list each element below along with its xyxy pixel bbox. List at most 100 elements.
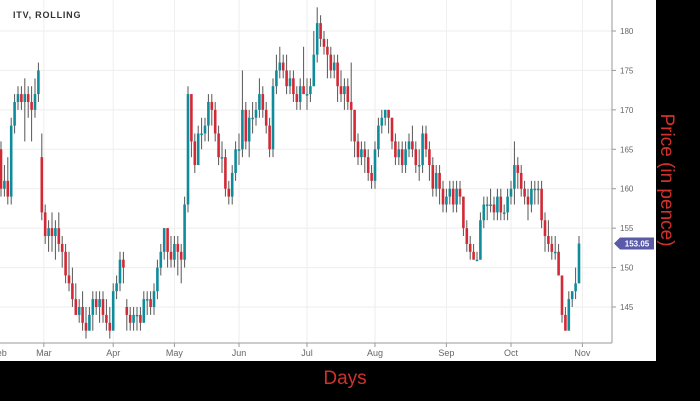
candle-body — [455, 188, 458, 205]
candle-body — [213, 109, 217, 134]
candle-body — [560, 275, 564, 315]
candle-body — [380, 117, 384, 126]
candle-body — [20, 94, 23, 102]
candle-body — [298, 86, 302, 102]
candle-body — [111, 291, 115, 331]
candle-body — [407, 141, 411, 150]
candle-body — [468, 243, 472, 252]
candle-body — [336, 62, 339, 87]
candle-body — [329, 54, 333, 71]
candle-body — [485, 204, 489, 206]
candle-body — [519, 172, 523, 189]
candle-body — [74, 299, 78, 315]
candle-body — [193, 141, 197, 166]
candle-body — [526, 196, 530, 205]
candle-body — [23, 94, 27, 102]
candle-body — [295, 94, 299, 102]
candle-body — [268, 125, 271, 150]
candle-body — [275, 70, 278, 87]
chart-area: 145 150 155 160 165 170 175 180 Feb Mar Apr May Jun J… — [0, 0, 656, 361]
candle-body — [43, 212, 47, 237]
candle-body — [302, 86, 305, 95]
candle-body — [217, 133, 220, 158]
candle-body — [479, 220, 482, 260]
candle-body — [207, 101, 210, 126]
candle-body — [383, 109, 387, 118]
candle-body — [373, 149, 377, 181]
candle-body — [108, 322, 112, 331]
candle-body — [547, 236, 550, 244]
x-tick-label: May — [166, 348, 184, 358]
candle-body — [278, 62, 282, 71]
candle-body — [312, 54, 316, 87]
candle-body — [105, 314, 108, 323]
candle-body — [98, 299, 101, 308]
candle-body — [60, 243, 64, 252]
candle-body — [173, 243, 176, 260]
candle-body — [434, 172, 438, 189]
candle-body — [30, 101, 33, 110]
candle-body — [254, 109, 258, 118]
x-tick-label: Apr — [106, 348, 120, 358]
candle-body — [234, 149, 237, 173]
candle-body — [343, 86, 346, 95]
candle-body — [543, 220, 547, 237]
candle-body — [397, 149, 401, 158]
candle-body — [577, 243, 581, 284]
candle-body — [176, 243, 180, 252]
candle-body — [261, 94, 265, 110]
candle-body — [496, 196, 499, 213]
candle-body — [190, 94, 193, 142]
candle-body — [564, 314, 567, 331]
candle-body — [264, 109, 268, 126]
candle-body — [183, 204, 186, 260]
candle-body — [445, 196, 448, 205]
candle-body — [553, 251, 557, 254]
y-tick-label: 180 — [620, 27, 634, 36]
candle-body — [118, 259, 122, 284]
candle-body — [81, 307, 84, 323]
candle-body — [186, 94, 190, 205]
candle-body — [40, 157, 44, 213]
candle-body — [77, 307, 81, 315]
candle-body — [159, 251, 163, 268]
y-tick-label: 150 — [620, 264, 634, 273]
last-price-marker — [614, 237, 654, 250]
candle-body — [224, 157, 227, 189]
candle-body — [567, 299, 571, 331]
candle-body — [400, 149, 404, 166]
candle-body — [533, 188, 537, 191]
candle-body — [50, 228, 54, 237]
candle-body — [394, 141, 397, 158]
candle-body — [305, 94, 309, 96]
candle-body — [356, 141, 360, 158]
candle-body — [387, 109, 390, 118]
candle-body — [101, 299, 105, 315]
y-tick-label: 165 — [620, 145, 634, 154]
y-tick-label: 170 — [620, 106, 634, 115]
candle-body — [258, 94, 261, 110]
candle-body — [247, 117, 251, 142]
candle-body — [509, 188, 513, 197]
candle-body — [54, 228, 57, 237]
x-tick-label: Jun — [232, 348, 247, 358]
candle-body — [315, 23, 319, 55]
candle-body — [438, 172, 441, 189]
candle-body — [6, 180, 10, 197]
candle-body — [326, 46, 329, 55]
candle-body — [149, 299, 152, 308]
candle-body — [377, 125, 380, 150]
y-tick-label: 145 — [620, 303, 634, 312]
candle-body — [366, 157, 370, 173]
candle-body — [390, 117, 394, 142]
candle-body — [145, 299, 149, 301]
candle-body — [431, 165, 435, 189]
candle-body — [557, 251, 560, 276]
candle-body — [251, 117, 254, 120]
candle-body — [227, 188, 231, 197]
candle-body — [404, 149, 407, 166]
candle-body — [424, 133, 428, 150]
candle-body — [179, 251, 183, 260]
candle-body — [428, 149, 431, 166]
candle-body — [94, 299, 98, 308]
